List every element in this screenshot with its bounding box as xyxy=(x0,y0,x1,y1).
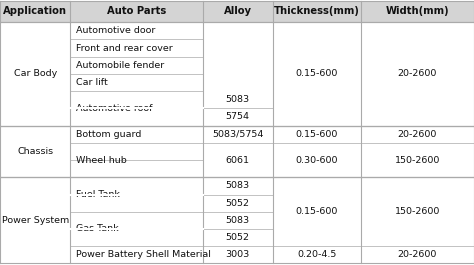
Bar xyxy=(0,22,474,126)
Text: 5083/5754: 5083/5754 xyxy=(212,130,264,139)
Text: 150-2600: 150-2600 xyxy=(395,207,440,216)
Text: Gas Tank: Gas Tank xyxy=(76,224,118,233)
Text: Car lift: Car lift xyxy=(76,78,108,87)
Text: Automobile fender: Automobile fender xyxy=(76,61,164,70)
Text: Wheel hub: Wheel hub xyxy=(76,156,127,165)
Text: 5052: 5052 xyxy=(226,199,250,207)
Text: Auto Parts: Auto Parts xyxy=(107,6,166,16)
Text: Width(mm): Width(mm) xyxy=(385,6,449,16)
Text: 0.15-600: 0.15-600 xyxy=(296,130,338,139)
Text: Front and rear cover: Front and rear cover xyxy=(76,44,173,52)
Text: 150-2600: 150-2600 xyxy=(395,156,440,165)
Text: Fuel Tank: Fuel Tank xyxy=(76,190,120,199)
Text: Car Body: Car Body xyxy=(14,69,57,78)
Text: Automotive roof: Automotive roof xyxy=(76,104,152,113)
Text: 6061: 6061 xyxy=(226,156,250,165)
Text: 5754: 5754 xyxy=(226,113,250,121)
Text: Automotive door: Automotive door xyxy=(76,26,155,35)
Text: 3003: 3003 xyxy=(226,250,250,259)
Bar xyxy=(0,177,474,263)
Text: Thickness(mm): Thickness(mm) xyxy=(274,6,360,16)
Bar xyxy=(0,1,474,22)
Text: Power Battery Shell Material: Power Battery Shell Material xyxy=(76,250,211,259)
Text: 0.15-600: 0.15-600 xyxy=(296,69,338,78)
Text: 5052: 5052 xyxy=(226,233,250,242)
Text: 0.30-600: 0.30-600 xyxy=(296,156,338,165)
Text: Chassis: Chassis xyxy=(17,147,54,156)
Text: 0.20-4.5: 0.20-4.5 xyxy=(297,250,337,259)
Text: 5083: 5083 xyxy=(226,95,250,104)
Text: 20-2600: 20-2600 xyxy=(398,250,437,259)
Text: 5083: 5083 xyxy=(226,216,250,225)
Text: Bottom guard: Bottom guard xyxy=(76,130,141,139)
Text: Application: Application xyxy=(3,6,67,16)
Text: Power System: Power System xyxy=(2,216,69,225)
Text: 20-2600: 20-2600 xyxy=(398,69,437,78)
Text: 5083: 5083 xyxy=(226,182,250,190)
Text: 20-2600: 20-2600 xyxy=(398,130,437,139)
Text: Alloy: Alloy xyxy=(224,6,252,16)
Text: 0.15-600: 0.15-600 xyxy=(296,207,338,216)
Bar xyxy=(0,1,474,22)
Bar xyxy=(0,126,474,177)
